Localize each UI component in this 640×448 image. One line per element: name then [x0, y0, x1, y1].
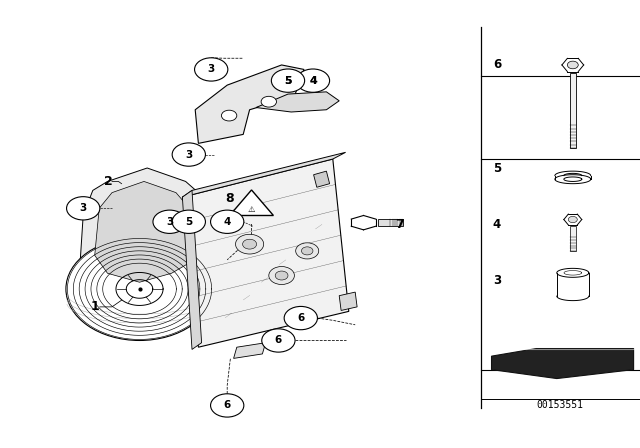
Circle shape: [236, 234, 264, 254]
Circle shape: [271, 69, 305, 92]
Text: 3: 3: [493, 273, 501, 287]
Polygon shape: [182, 152, 346, 197]
Text: 5: 5: [185, 217, 193, 227]
Circle shape: [172, 143, 205, 166]
Polygon shape: [492, 349, 634, 379]
Text: 5: 5: [493, 161, 501, 175]
Circle shape: [153, 210, 186, 233]
Circle shape: [172, 210, 205, 233]
Polygon shape: [195, 65, 304, 143]
Polygon shape: [339, 292, 357, 310]
Polygon shape: [314, 171, 330, 187]
Bar: [378, 219, 403, 226]
Circle shape: [269, 267, 294, 284]
Text: 7: 7: [396, 217, 404, 231]
Circle shape: [275, 271, 288, 280]
Text: 6: 6: [275, 336, 282, 345]
Circle shape: [567, 61, 579, 69]
Polygon shape: [95, 181, 191, 282]
Circle shape: [284, 306, 317, 330]
Text: 1: 1: [90, 300, 99, 314]
Text: 5: 5: [284, 76, 292, 86]
Text: 5: 5: [284, 76, 292, 86]
Circle shape: [211, 394, 244, 417]
Circle shape: [296, 243, 319, 259]
Text: 8: 8: [225, 191, 234, 205]
Text: 4: 4: [309, 76, 317, 86]
Polygon shape: [256, 92, 339, 112]
Circle shape: [568, 216, 577, 223]
Circle shape: [296, 69, 330, 92]
Circle shape: [301, 247, 313, 255]
Bar: [570, 226, 576, 251]
Text: 4: 4: [309, 76, 317, 86]
Text: 2: 2: [104, 175, 113, 188]
Circle shape: [262, 329, 295, 352]
Text: 3: 3: [166, 217, 173, 227]
Text: ⚠: ⚠: [248, 205, 255, 214]
Text: 6: 6: [297, 313, 305, 323]
Circle shape: [243, 239, 257, 249]
Circle shape: [221, 110, 237, 121]
Polygon shape: [182, 190, 202, 349]
Text: 6: 6: [493, 58, 501, 72]
Bar: [570, 73, 576, 148]
Text: 3: 3: [79, 203, 87, 213]
Polygon shape: [182, 159, 349, 347]
Circle shape: [195, 58, 228, 81]
Polygon shape: [80, 168, 205, 293]
Polygon shape: [234, 343, 266, 358]
Circle shape: [211, 210, 244, 233]
Text: 3: 3: [185, 150, 193, 159]
Polygon shape: [230, 190, 273, 215]
Text: 6: 6: [223, 401, 231, 410]
Circle shape: [66, 237, 213, 340]
Text: 4: 4: [223, 217, 231, 227]
Circle shape: [67, 197, 100, 220]
Text: 00153551: 00153551: [536, 401, 584, 410]
Text: 3: 3: [207, 65, 215, 74]
Text: 4: 4: [493, 217, 501, 231]
Circle shape: [261, 96, 276, 107]
